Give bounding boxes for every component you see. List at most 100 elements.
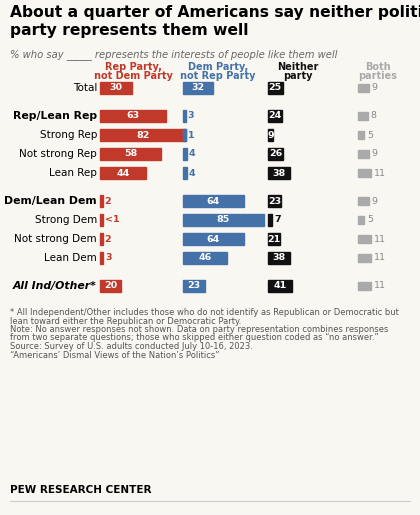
Text: 20: 20 <box>104 282 117 290</box>
Bar <box>268 252 290 264</box>
Bar <box>183 252 227 264</box>
Text: 11: 11 <box>374 253 386 263</box>
Text: Dem/Lean Dem: Dem/Lean Dem <box>4 196 97 206</box>
Text: lean toward either the Republican or Democratic Party.: lean toward either the Republican or Dem… <box>10 317 241 325</box>
Text: 26: 26 <box>269 149 282 159</box>
Text: 38: 38 <box>273 168 286 178</box>
Bar <box>358 150 369 158</box>
Text: 32: 32 <box>192 83 205 93</box>
Text: 9: 9 <box>372 83 378 93</box>
Bar <box>100 233 102 245</box>
Bar <box>268 82 283 94</box>
Text: * All Independent/Other includes those who do not identify as Republican or Demo: * All Independent/Other includes those w… <box>10 308 399 317</box>
Text: 3: 3 <box>105 253 112 263</box>
Text: Neither: Neither <box>277 62 319 72</box>
Bar <box>183 110 186 122</box>
Text: Rep Party,: Rep Party, <box>105 62 161 72</box>
Text: 82: 82 <box>136 130 150 140</box>
Text: party: party <box>283 71 313 81</box>
Text: 23: 23 <box>268 197 281 205</box>
Text: 5: 5 <box>367 130 373 140</box>
Bar <box>268 280 292 292</box>
Text: All Ind/Other*: All Ind/Other* <box>13 281 97 291</box>
Text: 7: 7 <box>274 215 281 225</box>
Bar <box>358 131 364 139</box>
Text: Dem Party,: Dem Party, <box>188 62 248 72</box>
Text: Strong Dem: Strong Dem <box>35 215 97 225</box>
Text: Lean Dem: Lean Dem <box>44 253 97 263</box>
Text: 9: 9 <box>372 149 378 159</box>
Text: % who say _____ represents the interests of people like them well: % who say _____ represents the interests… <box>10 49 337 60</box>
Text: not Dem Party: not Dem Party <box>94 71 173 81</box>
Bar <box>100 252 103 264</box>
Text: PEW RESEARCH CENTER: PEW RESEARCH CENTER <box>10 485 152 495</box>
Bar <box>268 129 273 141</box>
Text: 5: 5 <box>367 215 373 225</box>
Bar <box>100 167 146 179</box>
Bar <box>100 148 161 160</box>
Text: <1: <1 <box>105 215 119 225</box>
Text: 46: 46 <box>198 253 212 263</box>
Bar <box>268 195 281 207</box>
Text: from two separate questions; those who skipped either question coded as “no answ: from two separate questions; those who s… <box>10 334 379 342</box>
Bar <box>358 169 371 177</box>
Bar <box>183 233 244 245</box>
Bar <box>183 167 187 179</box>
Text: 11: 11 <box>374 168 386 178</box>
Bar <box>100 110 166 122</box>
Text: 25: 25 <box>269 83 282 93</box>
Text: 21: 21 <box>268 234 281 244</box>
Bar <box>100 195 102 207</box>
Bar <box>100 82 131 94</box>
Text: 3: 3 <box>188 112 194 121</box>
Text: 8: 8 <box>370 112 377 121</box>
Text: 85: 85 <box>217 215 230 225</box>
Text: 41: 41 <box>273 282 286 290</box>
Text: 30: 30 <box>109 83 122 93</box>
Text: 4: 4 <box>189 149 195 159</box>
Bar <box>100 280 121 292</box>
Bar <box>268 214 272 226</box>
Text: 11: 11 <box>374 282 386 290</box>
Bar <box>183 280 205 292</box>
Bar <box>268 110 282 122</box>
Text: Not strong Dem: Not strong Dem <box>14 234 97 244</box>
Text: 64: 64 <box>207 234 220 244</box>
Bar <box>183 129 186 141</box>
Bar <box>268 148 283 160</box>
Bar <box>183 148 187 160</box>
Text: “Americans’ Dismal Views of the Nation’s Politics”: “Americans’ Dismal Views of the Nation’s… <box>10 351 220 359</box>
Bar <box>358 112 368 120</box>
Bar <box>183 82 213 94</box>
Text: Rep/Lean Rep: Rep/Lean Rep <box>13 111 97 121</box>
Text: 4: 4 <box>189 168 195 178</box>
Text: Not strong Rep: Not strong Rep <box>19 149 97 159</box>
Bar <box>358 254 371 262</box>
Bar <box>268 233 280 245</box>
Bar <box>358 282 371 290</box>
Bar <box>358 197 369 205</box>
Text: Lean Rep: Lean Rep <box>49 168 97 178</box>
Text: 9: 9 <box>372 197 378 205</box>
Text: parties: parties <box>359 71 397 81</box>
Text: 9: 9 <box>267 130 274 140</box>
Bar <box>268 167 290 179</box>
Text: 44: 44 <box>116 168 130 178</box>
Text: 58: 58 <box>124 149 137 159</box>
Text: 63: 63 <box>126 112 139 121</box>
Text: 64: 64 <box>207 197 220 205</box>
Bar <box>100 214 102 226</box>
Text: Note: No answer responses not shown. Data on party representation combines respo: Note: No answer responses not shown. Dat… <box>10 325 388 334</box>
Text: 1: 1 <box>187 130 194 140</box>
Text: Strong Rep: Strong Rep <box>39 130 97 140</box>
Text: Total: Total <box>73 83 97 93</box>
Bar <box>183 214 264 226</box>
Text: not Rep Party: not Rep Party <box>180 71 256 81</box>
Bar <box>100 129 186 141</box>
Bar <box>358 84 369 92</box>
Text: About a quarter of Americans say neither political
party represents them well: About a quarter of Americans say neither… <box>10 5 420 38</box>
Bar <box>183 195 244 207</box>
Text: 2: 2 <box>105 197 111 205</box>
Bar <box>358 216 364 224</box>
Text: 23: 23 <box>187 282 200 290</box>
